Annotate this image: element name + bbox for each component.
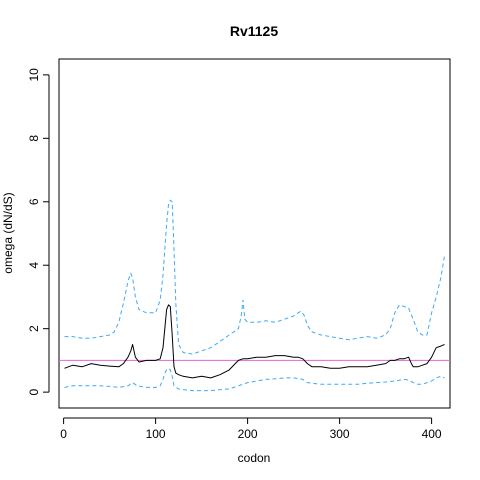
y-axis-title: omega (dN/dS) bbox=[1, 192, 15, 273]
y-tick-label: 8 bbox=[27, 135, 41, 142]
x-tick-label: 300 bbox=[330, 427, 350, 441]
y-tick-label: 4 bbox=[27, 262, 41, 269]
x-tick-label: 0 bbox=[60, 427, 67, 441]
plot-area: 0 100 200 300 400 0 2 4 6 8 10 bbox=[27, 58, 451, 441]
series-line-upper-bound bbox=[64, 199, 445, 355]
x-axis-title: codon bbox=[238, 451, 271, 465]
plot-frame bbox=[58, 58, 451, 409]
x-tick-label: 100 bbox=[146, 427, 166, 441]
x-tick-label: 400 bbox=[422, 427, 442, 441]
series-line-lower-bound bbox=[64, 367, 445, 392]
x-tick-label: 200 bbox=[238, 427, 258, 441]
y-tick-label: 2 bbox=[27, 325, 41, 332]
series-line-estimate bbox=[64, 304, 445, 379]
chart-title: Rv1125 bbox=[230, 23, 278, 39]
y-tick-label: 0 bbox=[27, 388, 41, 395]
y-tick-label: 10 bbox=[27, 68, 41, 82]
y-tick-label: 6 bbox=[27, 198, 41, 205]
